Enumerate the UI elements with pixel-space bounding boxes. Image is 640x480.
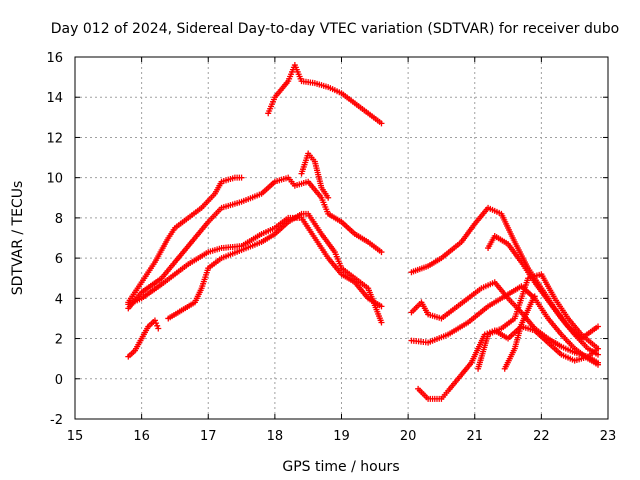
data-point [531, 293, 538, 300]
series-track-1 [125, 174, 245, 306]
data-point [595, 323, 602, 330]
y-tick-label: 12 [46, 131, 63, 146]
data-point [325, 194, 332, 201]
x-tick-label: 20 [400, 429, 417, 444]
y-tick-label: 2 [55, 333, 63, 348]
series-track-5 [165, 210, 385, 326]
data-point [595, 361, 602, 368]
y-tick-label: 4 [55, 292, 63, 307]
data-point [378, 249, 385, 256]
x-tick-label: 22 [533, 429, 550, 444]
data-point [378, 120, 385, 127]
chart-title: Day 012 of 2024, Sidereal Day-to-day VTE… [51, 21, 619, 37]
x-tick-label: 15 [67, 429, 84, 444]
y-tick-label: 6 [55, 252, 63, 267]
y-tick-label: 0 [55, 373, 63, 388]
data-point [378, 319, 385, 326]
series-track-9 [485, 232, 602, 358]
data-series [125, 62, 602, 402]
y-tick-label: 16 [46, 51, 63, 66]
data-point [151, 317, 158, 324]
x-axis-title: GPS time / hours [282, 459, 399, 475]
data-point [595, 351, 602, 358]
series-marker [154, 322, 161, 329]
series-marker [153, 320, 160, 327]
plot-frame [74, 56, 609, 420]
series-track-4 [125, 317, 162, 360]
series-track-13 [475, 271, 602, 372]
grid-lines [75, 57, 608, 419]
x-tick-label: 23 [600, 429, 617, 444]
x-tick-label: 19 [333, 429, 350, 444]
data-point [378, 303, 385, 310]
x-tick-label: 21 [466, 429, 483, 444]
y-tick-label: 10 [46, 172, 63, 187]
y-axis-title: SDTVAR / TECUs [10, 181, 26, 296]
series-track-3 [125, 214, 385, 310]
x-tick-label: 18 [267, 429, 284, 444]
series-track-2 [125, 174, 385, 312]
series-track-7 [298, 150, 332, 201]
data-point [155, 325, 162, 332]
data-point [238, 174, 245, 181]
y-tick-label: 8 [55, 212, 63, 227]
x-tick-label: 16 [133, 429, 150, 444]
data-point [595, 345, 602, 352]
series-track-6 [265, 62, 385, 127]
x-tick-label: 17 [200, 429, 217, 444]
x-tick-labels: 15 16 17 18 19 20 21 22 23 [67, 429, 617, 444]
series-track-14 [501, 293, 538, 372]
y-tick-labels: -2 0 2 4 6 8 10 12 14 16 [46, 51, 63, 428]
y-tick-label: -2 [50, 413, 63, 428]
y-tick-label: 14 [46, 91, 63, 106]
